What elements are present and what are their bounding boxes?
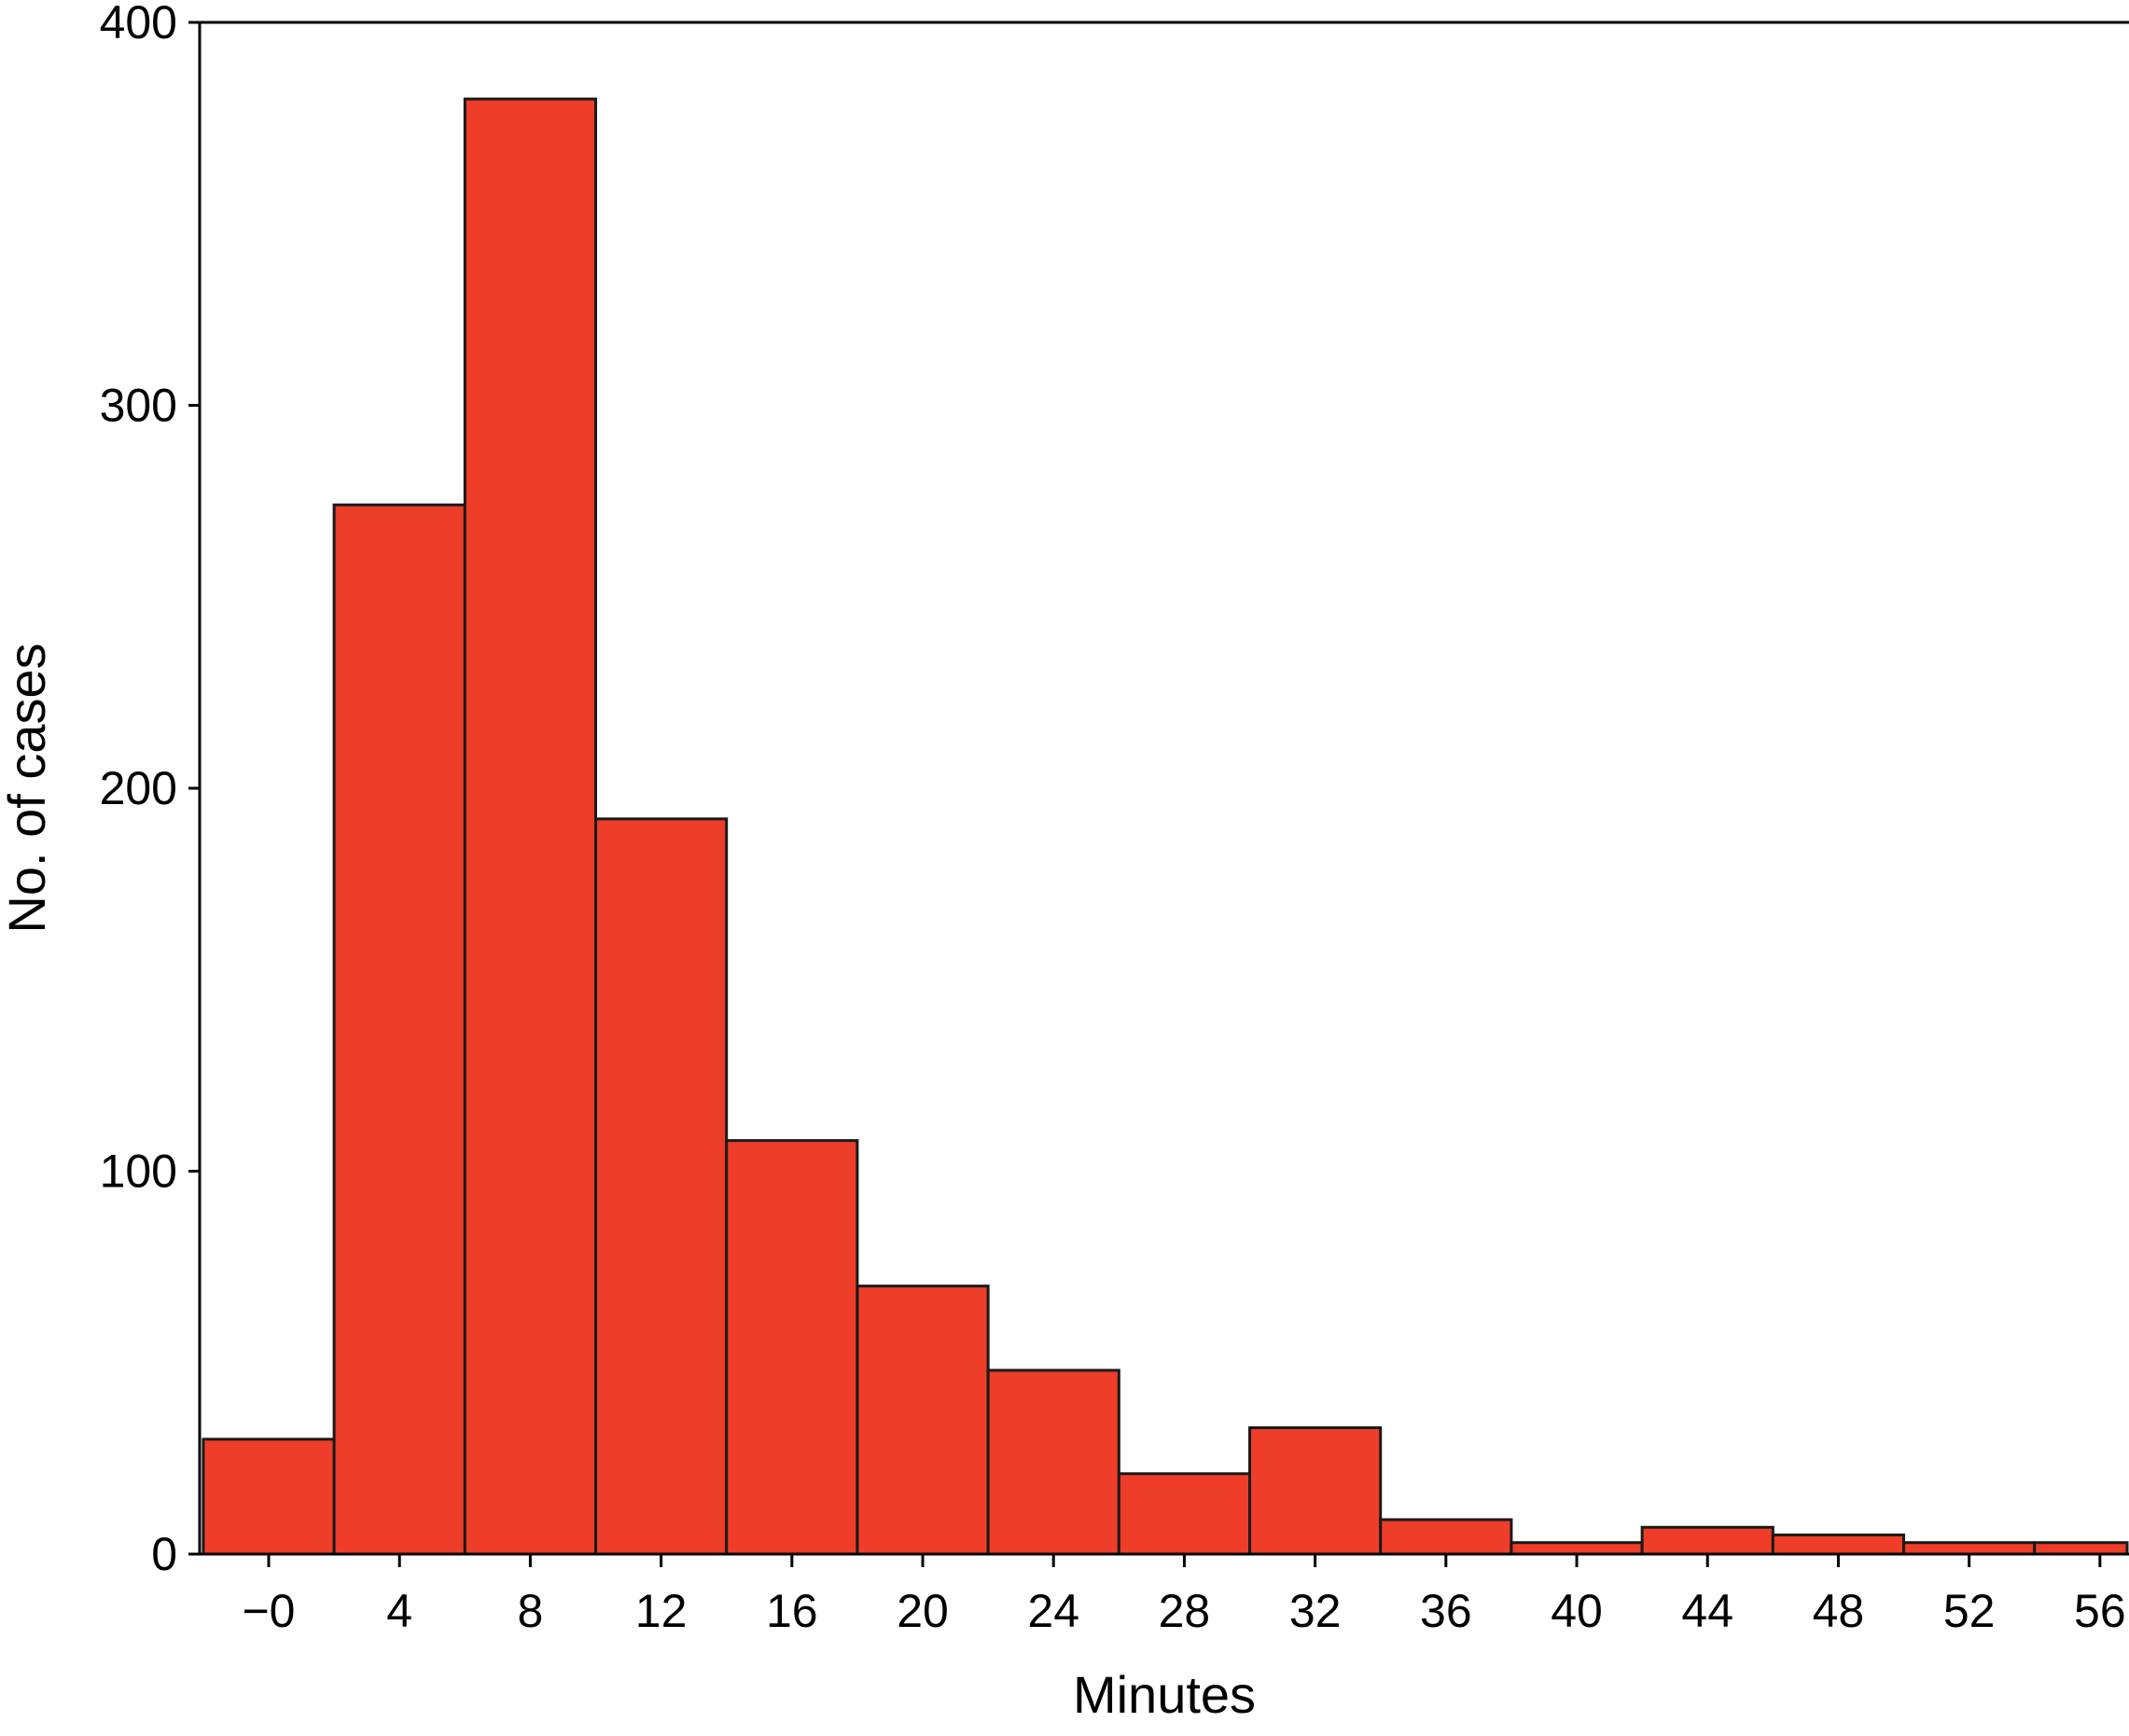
- histogram-bar: [332, 503, 466, 1556]
- histogram-bar: [986, 1368, 1120, 1556]
- x-tick-label: 8: [518, 1585, 544, 1637]
- x-tick-label: 16: [766, 1585, 818, 1637]
- x-axis-title: Minutes: [1073, 1665, 1256, 1724]
- x-tick-label: 20: [897, 1585, 949, 1637]
- histogram-bar: [594, 817, 729, 1556]
- histogram-bar: [1117, 1472, 1252, 1556]
- histogram-bar: [1771, 1533, 1906, 1556]
- y-tick-label: 200: [100, 762, 177, 814]
- x-tick-label: 12: [635, 1585, 688, 1637]
- x-tick-label: 36: [1420, 1585, 1472, 1637]
- histogram-bar: [2033, 1541, 2129, 1556]
- x-tick-label: 40: [1551, 1585, 1603, 1637]
- histogram-bar: [1248, 1426, 1383, 1556]
- x-tick-label: 56: [2074, 1585, 2126, 1637]
- histogram-bar: [202, 1437, 336, 1556]
- histogram-bar: [725, 1139, 859, 1556]
- axes-layer: [188, 21, 2129, 1567]
- histogram-bar: [856, 1285, 990, 1556]
- histogram-bar: [1640, 1525, 1774, 1556]
- histogram-bar: [1510, 1541, 1644, 1556]
- x-tick-label: 32: [1289, 1585, 1342, 1637]
- y-axis-title: No. of cases: [0, 643, 56, 933]
- y-tick-label: 300: [100, 380, 177, 432]
- x-tick-label: 44: [1681, 1585, 1733, 1637]
- x-tick-label: 52: [1943, 1585, 1996, 1637]
- x-tick-label: 24: [1027, 1585, 1079, 1637]
- bars-layer: [202, 97, 2129, 1556]
- histogram-bar: [1379, 1518, 1513, 1556]
- x-tick-label: −0: [242, 1585, 295, 1637]
- x-tick-label: 28: [1159, 1585, 1211, 1637]
- x-tick-label: 48: [1813, 1585, 1865, 1637]
- y-tick-label: 100: [100, 1146, 177, 1198]
- histogram-bar: [1902, 1541, 2037, 1556]
- histogram-bar: [463, 97, 598, 1556]
- y-tick-label: 400: [100, 0, 177, 49]
- x-tick-label: 4: [386, 1585, 412, 1637]
- y-tick-label: 0: [151, 1528, 177, 1580]
